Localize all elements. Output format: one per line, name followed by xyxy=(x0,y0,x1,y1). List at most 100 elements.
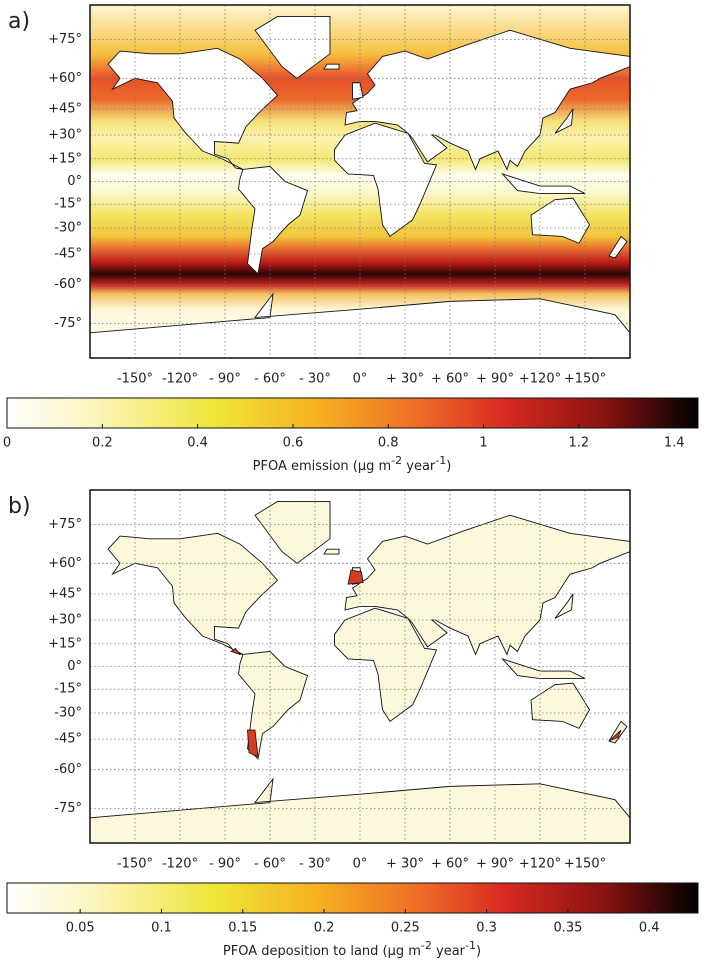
map-frame xyxy=(89,4,631,359)
panel-label: a) xyxy=(8,9,30,34)
lon-tick-label: -120° xyxy=(162,372,198,387)
lat-tick-label: +30° xyxy=(48,612,82,627)
lon-tick-label: + 90° xyxy=(476,372,514,387)
continent xyxy=(554,108,574,134)
colorbar-title-part: PFOA deposition to land (μg m xyxy=(223,944,421,959)
lat-tick-label: -45° xyxy=(54,247,82,262)
continent xyxy=(344,514,630,656)
colorbar-tick-label: 0 xyxy=(3,436,11,451)
lat-tick-label: +60° xyxy=(48,71,82,86)
lat-tick-label: -60° xyxy=(54,762,82,777)
colorbar-title: PFOA deposition to land (μg m-2 year-1) xyxy=(223,939,481,959)
map-area xyxy=(90,5,630,358)
colorbar-tick-label: 0.3 xyxy=(476,921,497,936)
colorbar-title-part: ) xyxy=(446,459,451,474)
hotspot xyxy=(347,569,364,585)
lon-tick-label: +120° xyxy=(519,857,561,872)
colorbar-tick-label: 1.4 xyxy=(664,436,685,451)
lon-tick-label: + 60° xyxy=(431,857,469,872)
colorbar-tick-label: 0.4 xyxy=(187,436,208,451)
lon-tick-label: - 30° xyxy=(299,372,331,387)
colorbar-tick-label: 0.15 xyxy=(228,921,257,936)
colorbar-tick-label: 1.2 xyxy=(569,436,590,451)
lon-tick-label: -150° xyxy=(117,857,153,872)
lon-tick-label: - 30° xyxy=(299,857,331,872)
hotspot xyxy=(247,729,259,758)
colorbar-title-part: -1 xyxy=(465,939,476,952)
lat-tick-label: -45° xyxy=(54,732,82,747)
lat-tick-label: +45° xyxy=(48,101,82,116)
lon-tick-label: +120° xyxy=(519,372,561,387)
lon-tick-label: - 90° xyxy=(209,857,241,872)
colorbar-title-part: -2 xyxy=(391,454,402,467)
lon-tick-label: - 90° xyxy=(209,372,241,387)
panel-label: b) xyxy=(8,494,31,519)
colorbar xyxy=(6,882,699,914)
hotspot xyxy=(230,647,242,656)
lat-tick-label: -30° xyxy=(54,221,82,236)
colorbar-tick-label: 0.25 xyxy=(391,921,420,936)
lat-tick-label: 0° xyxy=(67,174,82,189)
colorbar-tick-label: 0.2 xyxy=(92,436,113,451)
lat-tick-label: -30° xyxy=(54,706,82,721)
colorbar-tick-label: 0.1 xyxy=(151,921,172,936)
map-panel: b) +75° +60° +45° +30° +15° 0° -15° -30° -45° -60°… xyxy=(6,489,699,959)
continent xyxy=(323,63,340,70)
lon-tick-label: + 90° xyxy=(476,857,514,872)
map-frame xyxy=(89,489,631,844)
colorbar-title-part: -1 xyxy=(435,454,446,467)
lat-tick-label: +60° xyxy=(48,556,82,571)
lon-tick-label: -120° xyxy=(162,857,198,872)
colorbar-title-part: PFOA emission (μg m xyxy=(253,459,392,474)
colorbar-tick-label: 0.2 xyxy=(314,921,335,936)
continent xyxy=(554,593,574,619)
continent xyxy=(254,16,331,79)
lon-tick-label: -150° xyxy=(117,372,153,387)
lon-tick-label: + 30° xyxy=(386,372,424,387)
colorbar-tick-label: 0.8 xyxy=(378,436,399,451)
continent xyxy=(530,197,591,244)
lat-tick-label: +75° xyxy=(48,32,82,47)
colorbar xyxy=(6,397,699,429)
colorbar-tick-label: 1 xyxy=(479,436,487,451)
colorbar-title-part: -2 xyxy=(421,939,432,952)
lon-tick-label: - 60° xyxy=(254,372,286,387)
colorbar-tick-label: 0.6 xyxy=(283,436,304,451)
continent xyxy=(344,29,630,171)
lon-tick-label: +150° xyxy=(564,857,606,872)
colorbar-title-part: year xyxy=(432,944,466,959)
lon-tick-label: +150° xyxy=(564,372,606,387)
continent xyxy=(254,501,331,564)
colorbar-tick-label: 0.05 xyxy=(66,921,95,936)
continent xyxy=(334,122,438,238)
lat-tick-label: -60° xyxy=(54,277,82,292)
lat-tick-label: -15° xyxy=(54,197,82,212)
lat-tick-label: +15° xyxy=(48,636,82,651)
map-panel: a) +75° +60° +45° +30° +15° 0° -15° -30° -45° -60°… xyxy=(3,4,699,474)
lon-tick-label: 0° xyxy=(353,857,368,872)
lon-tick-label: + 60° xyxy=(431,372,469,387)
continent xyxy=(334,607,438,723)
lon-tick-label: 0° xyxy=(353,372,368,387)
lat-tick-label: -75° xyxy=(54,801,82,816)
lat-tick-label: +45° xyxy=(48,586,82,601)
lat-tick-label: 0° xyxy=(67,659,82,674)
colorbar-tick-label: 0.35 xyxy=(553,921,582,936)
lat-tick-label: +75° xyxy=(48,517,82,532)
colorbar-title-part: ) xyxy=(476,944,481,959)
continent xyxy=(530,682,591,729)
lon-tick-label: - 60° xyxy=(254,857,286,872)
lon-tick-label: + 30° xyxy=(386,857,424,872)
continent xyxy=(352,82,364,100)
continent xyxy=(238,165,309,275)
colorbar-title: PFOA emission (μg m-2 year-1) xyxy=(253,454,452,474)
colorbar-tick-label: 0.4 xyxy=(639,921,660,936)
continent xyxy=(238,650,309,760)
colorbar-title-part: year xyxy=(402,459,436,474)
lat-tick-label: -75° xyxy=(54,316,82,331)
lat-tick-label: +30° xyxy=(48,127,82,142)
lat-tick-label: -15° xyxy=(54,682,82,697)
lat-tick-label: +15° xyxy=(48,151,82,166)
hotspot xyxy=(608,729,622,742)
